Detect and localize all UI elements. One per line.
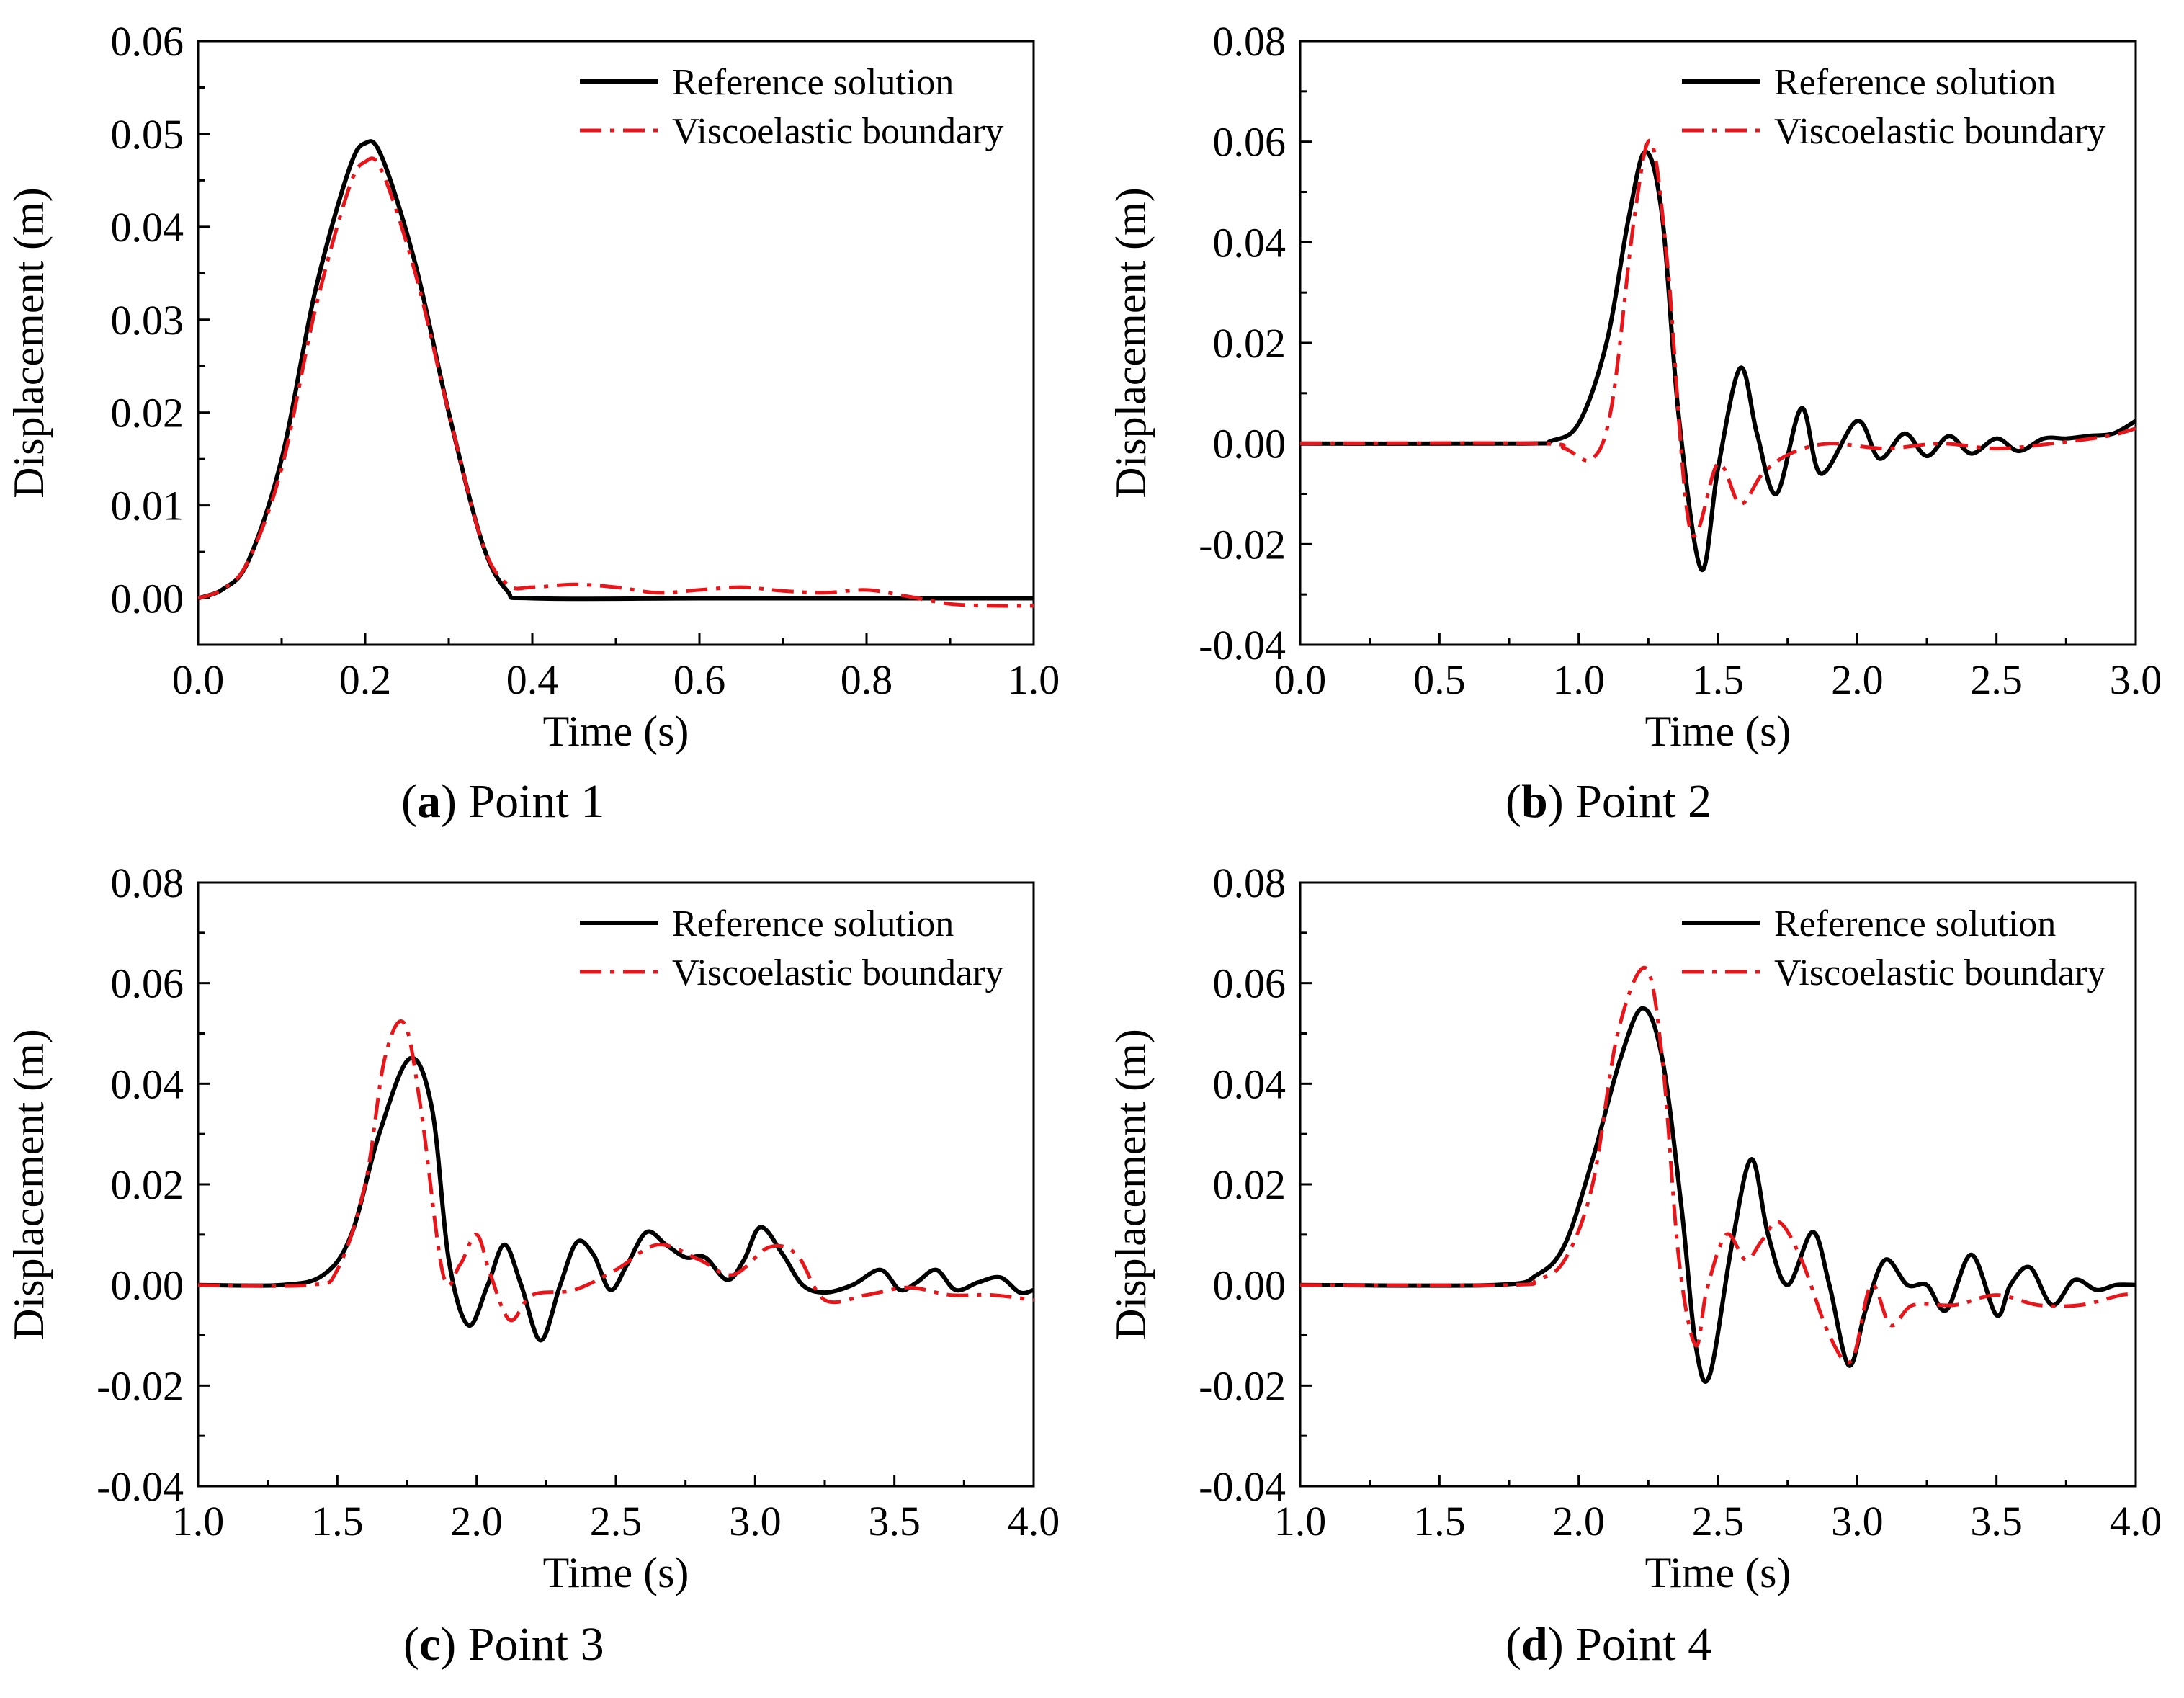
chart-panel-d: 1.0 1.5 2.0 2.5 3.0 3.5 4.0 -0.04 -0.02 0.00 0.02 0…: [1107, 859, 2162, 1596]
y-tick-label: -0.04: [1199, 1463, 1286, 1510]
y-tick-label: 0.04: [1213, 1060, 1286, 1107]
legend-viscoelastic-label: Viscoelastic boundary: [672, 111, 1003, 152]
x-tick-label: 1.0: [1552, 656, 1605, 703]
x-axis-label: Time (s): [543, 707, 689, 755]
y-axis-label: Displacement (m): [5, 1029, 53, 1340]
x-tick-label: 0.0: [1274, 656, 1327, 703]
legend-reference-label: Reference solution: [672, 62, 954, 103]
y-tick-label: 0.06: [1213, 119, 1286, 166]
y-tick-label: -0.02: [1199, 1362, 1286, 1409]
x-tick-label: 3.5: [868, 1498, 921, 1545]
chart-panel-b: 0.0 0.5 1.0 1.5 2.0 2.5 3.0 -0.04 -0.02 0.00 0.02 0…: [1107, 18, 2162, 755]
viscoelastic-boundary-line: [1300, 138, 2136, 538]
y-axis-label: Displacement (m): [5, 187, 53, 499]
y-tick-label: 0.03: [111, 297, 184, 344]
y-tick-label: 0.04: [111, 1060, 184, 1107]
x-tick-label: 4.0: [2110, 1498, 2162, 1545]
x-tick-label: 3.0: [729, 1498, 782, 1545]
y-tick-label: 0.06: [1213, 960, 1286, 1007]
legend-reference-label: Reference solution: [672, 903, 954, 944]
x-tick-label: 0.6: [673, 656, 726, 703]
x-tick-label: 2.0: [1831, 656, 1884, 703]
y-tick-label: -0.04: [97, 1463, 184, 1510]
x-tick-label: 3.5: [1970, 1498, 2023, 1545]
legend-viscoelastic-label: Viscoelastic boundary: [672, 952, 1003, 993]
y-tick-label: 0.06: [111, 960, 184, 1007]
y-tick-label: 0.05: [111, 111, 184, 158]
x-tick-label: 2.0: [450, 1498, 503, 1545]
legend-reference-label: Reference solution: [1774, 62, 2056, 103]
viscoelastic-boundary-line: [198, 156, 1034, 608]
x-tick-label: 1.5: [1692, 656, 1745, 703]
caption-a: (a) Point 1: [401, 775, 605, 828]
reference-solution-line: [1300, 1006, 2136, 1384]
x-axis-label: Time (s): [543, 1549, 689, 1596]
x-tick-label: 1.0: [1008, 656, 1060, 703]
x-tick-label: 2.0: [1552, 1498, 1605, 1545]
y-axis-label: Displacement (m): [1107, 187, 1155, 499]
x-tick-label: 4.0: [1008, 1498, 1060, 1545]
x-tick-label: 0.0: [172, 656, 225, 703]
y-tick-label: 0.00: [111, 1262, 184, 1309]
x-tick-label: 0.8: [841, 656, 893, 703]
y-tick-label: 0.04: [1213, 219, 1286, 266]
x-tick-label: 0.4: [506, 656, 559, 703]
y-axis-label: Displacement (m): [1107, 1029, 1155, 1340]
x-tick-label: 3.0: [1831, 1498, 1884, 1545]
legend-reference-label: Reference solution: [1774, 903, 2056, 944]
x-tick-label: 3.0: [2110, 656, 2162, 703]
reference-solution-line: [1300, 149, 2136, 572]
y-tick-label: 0.08: [1213, 18, 1286, 65]
viscoelastic-boundary-line: [1300, 965, 2136, 1364]
caption-c: (c) Point 3: [403, 1618, 604, 1671]
y-tick-label: 0.00: [1213, 1262, 1286, 1309]
viscoelastic-boundary-line: [198, 1019, 1034, 1323]
y-tick-label: 0.08: [1213, 859, 1286, 906]
reference-solution-line: [198, 1055, 1034, 1343]
y-tick-label: 0.02: [111, 1161, 184, 1208]
y-tick-label: -0.02: [97, 1362, 184, 1409]
y-tick-label: 0.02: [1213, 1161, 1286, 1208]
chart-panel-a: 0.0 0.2 0.4 0.6 0.8 1.0 0.00 0.01 0.02 0.03 0.04 0.…: [5, 18, 1060, 755]
x-axis-label: Time (s): [1645, 1549, 1791, 1596]
x-tick-label: 2.5: [590, 1498, 643, 1545]
caption-d: (d) Point 4: [1505, 1618, 1712, 1671]
y-tick-label: 0.06: [111, 18, 184, 65]
x-tick-label: 1.5: [311, 1498, 364, 1545]
y-tick-label: 0.02: [111, 390, 184, 437]
y-tick-label: 0.08: [111, 859, 184, 906]
x-tick-label: 2.5: [1970, 656, 2023, 703]
x-tick-label: 1.0: [172, 1498, 225, 1545]
x-tick-label: 0.2: [339, 656, 392, 703]
x-tick-label: 2.5: [1692, 1498, 1745, 1545]
reference-solution-line: [198, 139, 1034, 602]
y-tick-label: 0.00: [111, 576, 184, 622]
y-tick-label: 0.02: [1213, 320, 1286, 367]
chart-panel-c: 1.0 1.5 2.0 2.5 3.0 3.5 4.0 -0.04 -0.02 0.00 0.02 0…: [5, 859, 1060, 1596]
caption-b: (b) Point 2: [1505, 775, 1712, 828]
y-tick-label: 0.04: [111, 204, 184, 251]
y-tick-label: 0.00: [1213, 421, 1286, 468]
legend-viscoelastic-label: Viscoelastic boundary: [1774, 952, 2105, 993]
x-tick-label: 0.5: [1413, 656, 1466, 703]
y-tick-label: -0.04: [1199, 622, 1286, 669]
y-tick-label: -0.02: [1199, 521, 1286, 568]
x-axis-label: Time (s): [1645, 707, 1791, 755]
x-tick-label: 1.0: [1274, 1498, 1327, 1545]
y-tick-label: 0.01: [111, 483, 184, 529]
x-tick-label: 1.5: [1413, 1498, 1466, 1545]
legend-viscoelastic-label: Viscoelastic boundary: [1774, 111, 2105, 152]
